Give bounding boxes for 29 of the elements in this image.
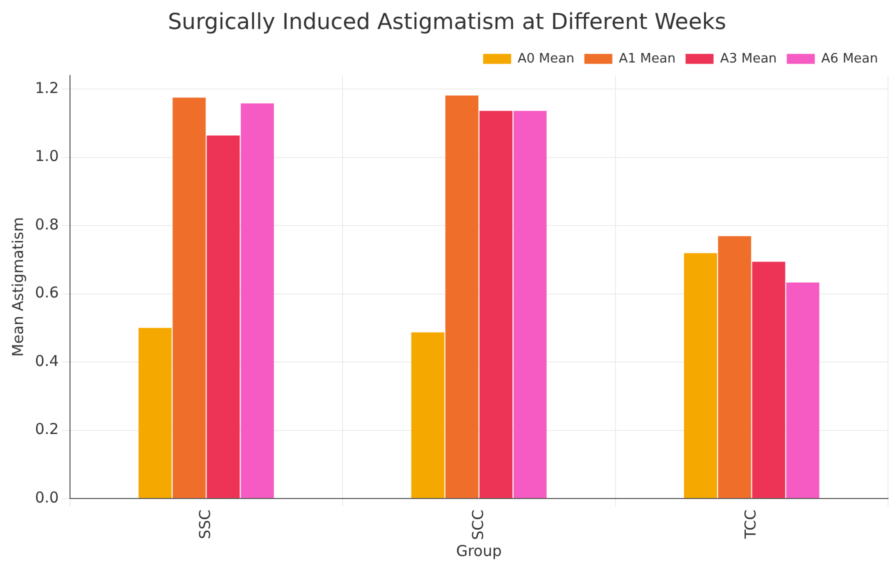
x-tick-label: SSC <box>196 510 214 540</box>
x-tick-label: SCC <box>468 510 487 540</box>
x-axis-title: Group <box>456 542 502 560</box>
y-axis-title: Mean Astigmatism <box>8 217 27 357</box>
bar <box>445 96 478 498</box>
y-tick-label: 0.6 <box>34 284 59 302</box>
x-tick-label: TCC <box>742 510 760 540</box>
legend-label: A6 Mean <box>821 51 878 66</box>
bar <box>411 332 444 498</box>
bar <box>240 103 274 498</box>
legend-label: A3 Mean <box>720 51 777 66</box>
bar <box>684 253 718 498</box>
y-tick-label: 0.0 <box>34 488 59 506</box>
bar <box>718 236 752 498</box>
y-tick-label: 0.2 <box>34 420 59 438</box>
bar <box>206 135 240 498</box>
bar <box>138 328 172 498</box>
bar <box>752 262 786 498</box>
bar <box>786 282 820 498</box>
y-tick-label: 0.8 <box>34 215 59 234</box>
bar <box>479 110 513 498</box>
y-tick-label: 1.0 <box>34 147 59 166</box>
legend-label: A1 Mean <box>618 51 676 66</box>
y-tick-label: 1.2 <box>34 78 59 97</box>
y-tick-label: 0.4 <box>34 352 59 370</box>
chart-title: Surgically Induced Astigmatism at Different Weeks <box>168 10 726 35</box>
legend-label: A0 Mean <box>518 51 574 66</box>
bar <box>172 98 206 498</box>
bar <box>514 110 547 498</box>
